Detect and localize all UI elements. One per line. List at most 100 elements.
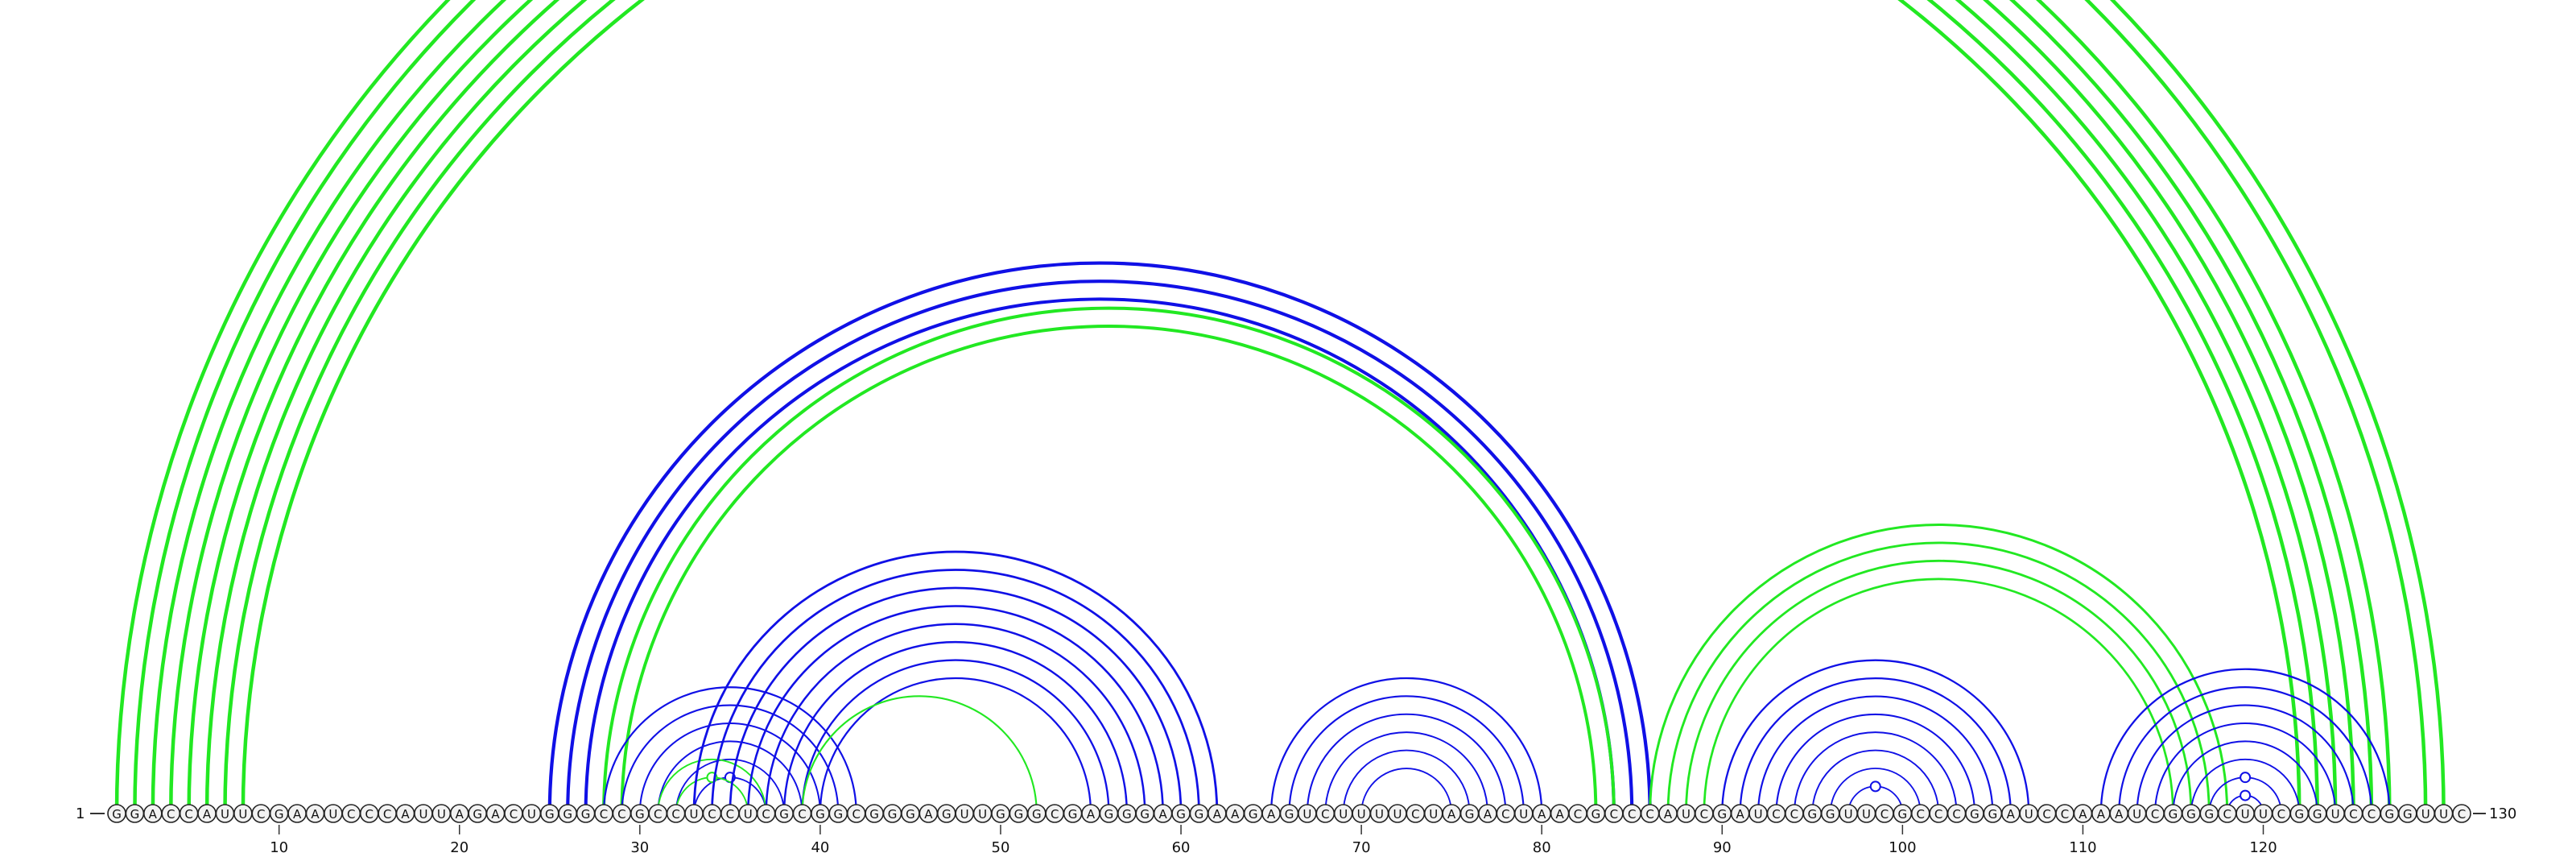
nucleotide: G	[1802, 804, 1823, 823]
nucleotide-letter: C	[1051, 807, 1059, 822]
nucleotide: C	[720, 804, 740, 823]
base-pair-arc	[1342, 749, 1471, 814]
nucleotide-letter: G	[1808, 807, 1818, 822]
nucleotide-letter: G	[2169, 807, 2178, 822]
nucleotide-letter: C	[2151, 807, 2159, 822]
nucleotide: C	[341, 804, 361, 823]
nucleotide-letter: C	[1880, 807, 1889, 822]
green-helix-b	[801, 695, 1038, 814]
nucleotide-letter: A	[149, 807, 158, 822]
nucleotide: U	[1748, 804, 1768, 823]
nucleotide-letter: C	[1411, 807, 1419, 822]
nucleotide: C	[2452, 804, 2471, 823]
nucleotide: C	[504, 804, 523, 823]
nucleotide: A	[1550, 804, 1570, 823]
nucleotide: G	[1279, 804, 1299, 823]
nucleotide-letter: C	[2061, 807, 2069, 822]
tick-label: 50	[992, 839, 1010, 856]
nucleotide: C	[1766, 804, 1786, 823]
nucleotide: G	[901, 804, 920, 823]
nucleotide-letter: G	[1826, 807, 1835, 822]
nucleotide: C	[594, 804, 613, 823]
nucleotide: U	[431, 804, 452, 823]
tick-label: 120	[2249, 839, 2277, 856]
nucleotide: G	[468, 804, 487, 823]
nucleotide-letter: G	[1195, 807, 1204, 822]
base-pair-arc	[692, 550, 1219, 814]
nucleotide-letter: C	[852, 807, 860, 822]
nucleotide: G	[828, 804, 848, 823]
nucleotide-letter: C	[708, 807, 716, 822]
blue-helix-b	[692, 550, 1219, 814]
nucleotide: A	[2073, 804, 2093, 823]
base-pair-arc	[1649, 523, 2229, 814]
nucleotide: U	[2416, 804, 2435, 823]
nucleotide: G	[882, 804, 902, 823]
nucleotide: C	[1315, 804, 1335, 823]
nucleotide: C	[2037, 804, 2057, 823]
base-pair-arc	[765, 623, 1146, 814]
tick-label: 80	[1533, 839, 1551, 856]
nucleotide-letter: G	[275, 807, 284, 822]
nucleotide: U	[2253, 804, 2273, 823]
nucleotide: C	[2217, 804, 2237, 823]
nucleotide-letter: U	[1429, 807, 1438, 822]
nucleotide-letter: C	[2223, 807, 2231, 822]
nucleotide-letter: C	[167, 807, 175, 822]
nucleotide-letter: U	[1339, 807, 1348, 822]
nucleotide-letter: U	[1844, 807, 1853, 822]
nucleotide-letter: A	[1484, 807, 1492, 822]
base-pair-arc	[1794, 732, 1957, 814]
nucleotide-letter: G	[1249, 807, 1258, 822]
nucleotide: G	[865, 804, 884, 823]
nucleotide: U	[2434, 804, 2454, 823]
nucleotide: C	[1568, 804, 1587, 823]
tick-label: 90	[1713, 839, 1732, 856]
nucleotide-letter: U	[1393, 807, 1402, 822]
nucleotide-letter: U	[960, 807, 969, 822]
base-pair-arc	[1306, 714, 1507, 814]
nucleotide: C	[378, 804, 397, 823]
base-pair-arc	[782, 641, 1129, 814]
nucleotide: G	[1712, 804, 1732, 823]
nucleotide-letter: G	[1898, 807, 1908, 822]
base-pair-arc	[550, 263, 1650, 814]
nucleotide: U	[215, 804, 235, 823]
nucleotide-letter: C	[600, 807, 608, 822]
nucleotide-letter: C	[617, 807, 625, 822]
nucleotide: G	[1063, 804, 1083, 823]
nucleotide-letter: G	[581, 807, 591, 822]
nucleotide-letter: C	[762, 807, 770, 822]
nucleotide-letter: C	[2458, 807, 2466, 822]
arc-apex-marker	[1869, 780, 1881, 793]
nucleotide-letter: C	[654, 807, 662, 822]
nucleotide: G	[576, 804, 596, 823]
nucleotide-letter: C	[510, 807, 518, 822]
nucleotide-letter: U	[527, 807, 536, 822]
nucleotide: U	[1352, 804, 1371, 823]
nucleotide: A	[1730, 804, 1750, 823]
nucleotide-letter: G	[1068, 807, 1078, 822]
nucleotide-letter: C	[726, 807, 734, 822]
nucleotide-letter: G	[1032, 807, 1042, 822]
nucleotide: U	[1298, 804, 1317, 823]
nucleotide: C	[1946, 804, 1967, 823]
base-pair-arc	[204, 0, 2338, 814]
nucleotide: C	[648, 804, 668, 823]
blue-helix-c	[1269, 677, 1543, 814]
nucleotide-letter: G	[815, 807, 825, 822]
nucleotide-letter: U	[744, 807, 753, 822]
nucleotide-letter: U	[1519, 807, 1528, 822]
nucleotide-letter: C	[184, 807, 192, 822]
nucleotide-letter: G	[563, 807, 572, 822]
base-pair-arc	[189, 0, 2354, 814]
nucleotide: G	[269, 804, 289, 823]
nucleotide: U	[972, 804, 993, 823]
nucleotide: C	[1045, 804, 1064, 823]
nucleotide-letter: C	[1321, 807, 1329, 822]
nucleotide: A	[143, 804, 163, 823]
nucleotide: C	[2343, 804, 2363, 823]
nucleotide: G	[1586, 804, 1606, 823]
base-pair-arc	[1757, 695, 1994, 814]
nucleotide: C	[161, 804, 181, 823]
